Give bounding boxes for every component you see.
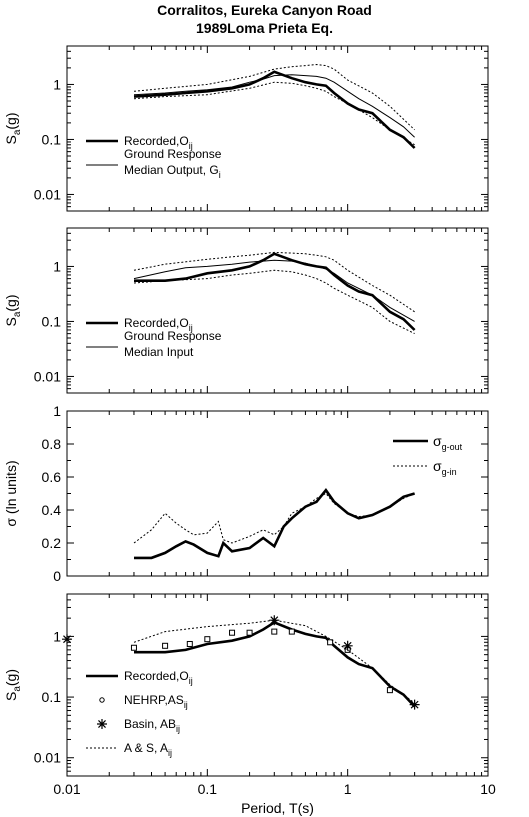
data-point-basin [269,615,280,626]
data-point-nehrp [204,636,211,643]
y-axis-label: Sa(g) [3,669,23,701]
legend-label: NEHRP,ASij [124,693,188,710]
legend-label: Basin, ABij [124,717,180,734]
plot-frame [66,45,489,212]
y-tick-label: 1 [53,403,61,419]
y-tick-label: 0 [53,568,61,584]
y-tick-label: 1 [53,258,61,274]
y-tick-label: 0.01 [34,186,61,202]
legend: Recorded,Oij NEHRP,ASij Basin, ABij A & S, … [86,669,193,758]
legend-label: A & S, Aij [124,741,172,758]
legend-label: Recorded,Oij [124,134,193,151]
data-point-nehrp [246,629,253,636]
x-tick-label: 1 [344,781,352,797]
x-tick-label: 10 [480,781,496,797]
legend-swatch [97,719,107,729]
data-point-nehrp [386,687,393,694]
series-line-3 [133,251,415,313]
y-tick-label: 0.8 [42,436,62,452]
x-tick-label: 0.1 [198,781,218,797]
series-line-4 [133,619,415,704]
legend-label: Median Input [124,345,194,359]
legend-label: Ground Response [124,147,222,161]
legend-label: Median Output, Gi [124,163,221,180]
series-line-1 [133,70,416,149]
series-line-4 [133,269,415,335]
chart-panel-3: 0 0.2 0.4 0.6 0.8 1 σ (ln units) σg-out σg-in [3,403,489,584]
series-line-2 [133,259,415,322]
chart-title-line-2: 1989Loma Prieta Eq. [196,20,333,36]
y-tick-label: 0.01 [34,750,61,766]
legend-label: Recorded,Oij [124,669,193,686]
y-tick-label: 0.2 [42,535,62,551]
legend-swatch [99,697,105,703]
data-point-basin [342,640,353,651]
legend-label: σg-in [433,458,457,477]
y-tick-label: 0.1 [42,689,62,705]
y-axis-label: σ (ln units) [3,460,19,526]
y-axis-label: Sa(g) [3,294,23,326]
data-point-nehrp [229,629,236,636]
data-point-nehrp [288,628,295,635]
series-line-2 [133,74,415,138]
data-point-nehrp [186,640,193,647]
y-tick-label: 0.1 [42,131,62,147]
legend-label: σg-out [433,433,463,452]
legend-label: Recorded,Oij [124,316,193,333]
series-line-1 [134,488,415,560]
y-tick-label: 1 [53,76,61,92]
series-line-3 [133,63,415,131]
chart-title-line-1: Corralitos, Eureka Canyon Road [157,2,372,18]
plot-frame [66,593,489,777]
series-line-4 [133,81,415,146]
y-tick-label: 0.6 [42,469,62,485]
plot-frame [66,410,489,577]
x-axis-label: Period, T(s) [241,800,314,816]
data-point-nehrp [271,628,278,635]
y-tick-label: 0.1 [42,313,62,329]
legend-label: Ground Response [124,329,222,343]
series-line-2 [133,492,415,544]
data-point-basin [409,699,420,710]
y-tick-label: 0.01 [34,368,61,384]
y-tick-label: 1 [53,628,61,644]
data-point-nehrp [162,642,169,649]
data-point-basin [62,634,72,645]
plot-frame [66,227,489,394]
chart-panel-4: 0.01 0.1 1 Sa(g) Recorded,Oij NEHRP,ASij Basin… [3,593,496,816]
y-tick-label: 0.4 [42,502,62,518]
data-point-nehrp [327,639,334,646]
y-axis-label: Sa(g) [3,112,23,144]
data-point-nehrp [130,644,137,651]
legend: σg-out σg-in [393,433,463,477]
x-tick-label: 0.01 [53,781,80,797]
